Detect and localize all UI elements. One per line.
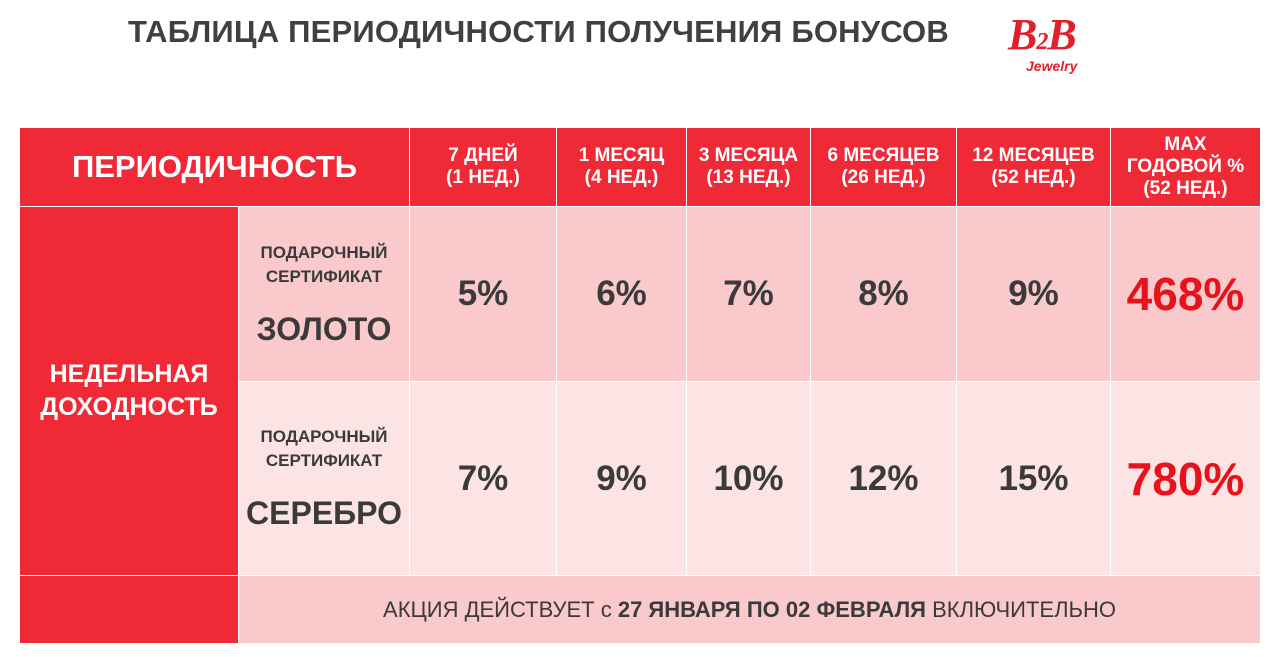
logo-subtitle: Jewelry <box>1026 58 1078 74</box>
footer-left-block <box>20 576 238 643</box>
column-header-6-months: 6 МЕСЯЦЕВ (26 НЕД.) <box>811 128 956 206</box>
gold-value-7-days: 5% <box>410 207 556 381</box>
periodicity-header: ПЕРИОДИЧНОСТЬ <box>20 128 409 206</box>
gold-value-3-months: 7% <box>687 207 810 381</box>
promo-text: АКЦИЯ ДЕЙСТВУЕТ с 27 ЯНВАРЯ ПО 02 ФЕВРАЛ… <box>383 596 1116 622</box>
column-header-max-annual: MAX ГОДОВОЙ % (52 НЕД.) <box>1111 128 1260 206</box>
promo-banner: АКЦИЯ ДЕЙСТВУЕТ с 27 ЯНВАРЯ ПО 02 ФЕВРАЛ… <box>239 576 1260 643</box>
silver-max-annual: 780% <box>1111 382 1260 575</box>
gold-value-1-month: 6% <box>557 207 686 381</box>
silver-value-12-months: 15% <box>957 382 1110 575</box>
weekly-yield-label: НЕДЕЛЬНАЯ ДОХОДНОСТЬ <box>20 207 238 575</box>
silver-value-3-months: 10% <box>687 382 810 575</box>
b2b-jewelry-logo: B2B Jewelry <box>1008 10 1108 82</box>
silver-value-6-months: 12% <box>811 382 956 575</box>
column-header-12-months: 12 МЕСЯЦЕВ (52 НЕД.) <box>957 128 1110 206</box>
gold-max-annual: 468% <box>1111 207 1260 381</box>
silver-value-1-month: 9% <box>557 382 686 575</box>
logo-mark: B2B <box>1008 10 1077 59</box>
silver-certificate-label: ПОДАРОЧНЫЙ СЕРТИФИКАТ СЕРЕБРО <box>239 382 409 575</box>
silver-value-7-days: 7% <box>410 382 556 575</box>
gold-certificate-label: ПОДАРОЧНЫЙ СЕРТИФИКАТ ЗОЛОТО <box>239 207 409 381</box>
gold-value-12-months: 9% <box>957 207 1110 381</box>
page-title: ТАБЛИЦА ПЕРИОДИЧНОСТИ ПОЛУЧЕНИЯ БОНУСОВ <box>128 14 949 49</box>
column-header-3-months: 3 МЕСЯЦА (13 НЕД.) <box>687 128 810 206</box>
column-header-7-days: 7 ДНЕЙ (1 НЕД.) <box>410 128 556 206</box>
column-header-1-month: 1 МЕСЯЦ (4 НЕД.) <box>557 128 686 206</box>
gold-value-6-months: 8% <box>811 207 956 381</box>
